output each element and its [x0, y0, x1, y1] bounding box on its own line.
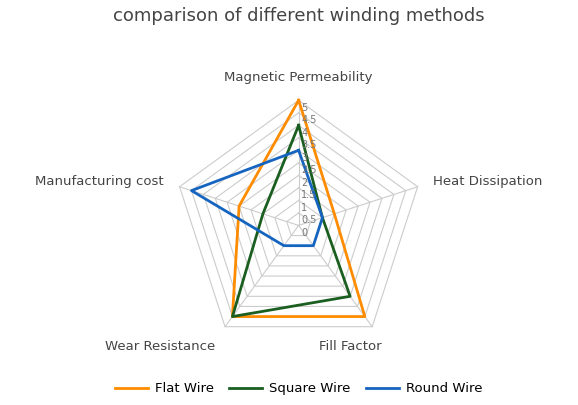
- Text: 3: 3: [301, 153, 307, 163]
- Text: 4: 4: [301, 128, 307, 138]
- Text: Manufacturing cost: Manufacturing cost: [35, 175, 164, 188]
- Text: 2.5: 2.5: [301, 165, 317, 175]
- Text: 5: 5: [301, 103, 307, 113]
- Text: Wear Resistance: Wear Resistance: [105, 340, 216, 353]
- Text: 1: 1: [301, 203, 307, 213]
- Text: 2: 2: [301, 178, 307, 188]
- Legend: Flat Wire, Square Wire, Round Wire: Flat Wire, Square Wire, Round Wire: [110, 377, 488, 401]
- Text: 0: 0: [301, 228, 307, 238]
- Text: Fill Factor: Fill Factor: [319, 340, 382, 353]
- Text: 1.5: 1.5: [301, 190, 317, 200]
- Text: 4.5: 4.5: [301, 115, 317, 125]
- Text: 3.5: 3.5: [301, 140, 317, 150]
- Text: Magnetic Permeability: Magnetic Permeability: [224, 71, 373, 84]
- Title: comparison of different winding methods: comparison of different winding methods: [113, 7, 484, 25]
- Text: 0.5: 0.5: [301, 215, 317, 226]
- Text: Heat Dissipation: Heat Dissipation: [433, 175, 543, 188]
